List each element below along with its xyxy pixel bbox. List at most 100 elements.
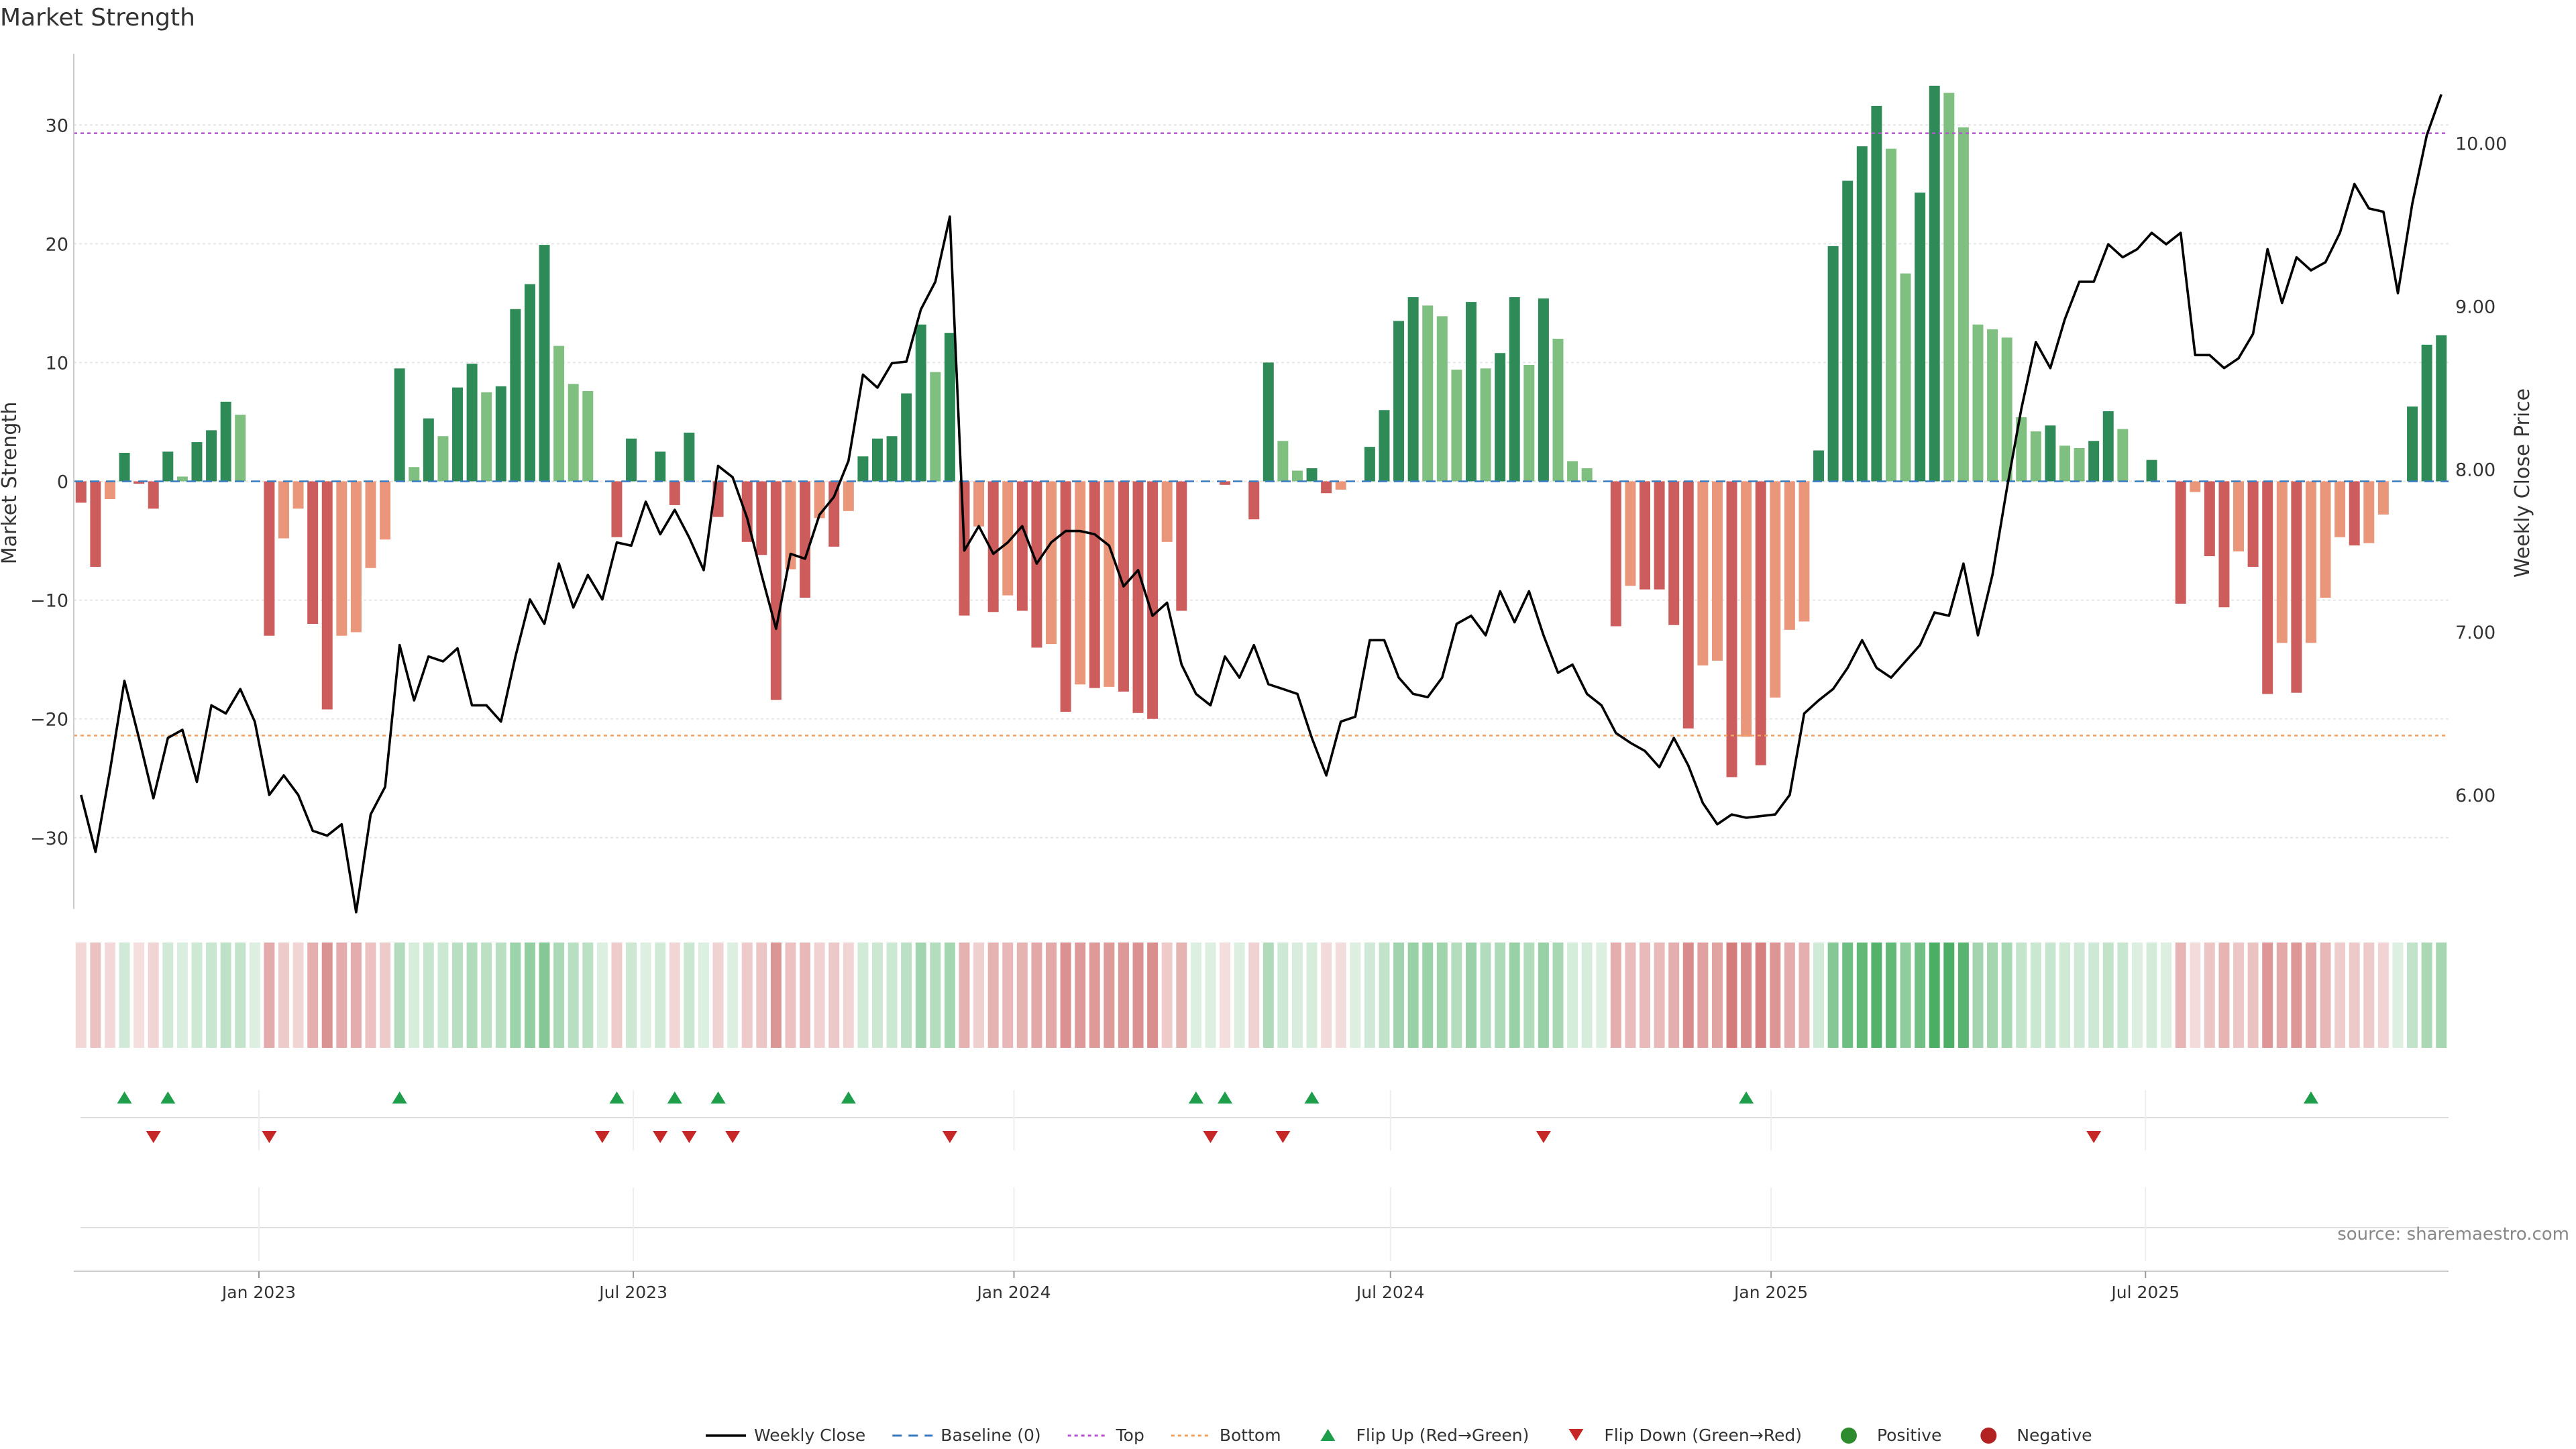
- heatstrip-cell: [1523, 943, 1535, 1048]
- heatstrip-cell: [1726, 943, 1737, 1048]
- heatstrip-cell: [1436, 943, 1448, 1048]
- heatstrip-cell: [1957, 943, 1969, 1048]
- heatstrip-cell: [655, 943, 666, 1048]
- strength-bar: [2059, 445, 2070, 482]
- heatstrip-cell: [1089, 943, 1100, 1048]
- heatstrip-cell: [1118, 943, 1129, 1048]
- heatstrip-cell: [2218, 943, 2230, 1048]
- strength-bar: [1885, 148, 1896, 482]
- strength-bar: [1277, 441, 1289, 482]
- strength-bar: [944, 333, 955, 482]
- strength-bar: [2016, 417, 2027, 482]
- left-tick-label: −30: [30, 828, 68, 849]
- flip-up-marker: [609, 1091, 625, 1104]
- heatstrip-cell: [495, 943, 506, 1048]
- strength-bar: [987, 481, 999, 612]
- heatstrip-cell: [162, 943, 174, 1048]
- strength-bar: [1567, 461, 1578, 482]
- strength-bar: [770, 481, 782, 700]
- heatstrip-cell: [1147, 943, 1159, 1048]
- heatstrip-cell: [2262, 943, 2273, 1048]
- heatstrip-cell: [1755, 943, 1766, 1048]
- strength-bar: [365, 481, 376, 568]
- strength-bar: [611, 481, 623, 537]
- strength-bar: [1523, 364, 1535, 482]
- strength-bar: [1711, 481, 1723, 661]
- heatstrip-cell: [1306, 943, 1318, 1048]
- heatstrip-cell: [220, 943, 231, 1048]
- strength-bar: [2190, 481, 2201, 492]
- heatstrip-cell: [292, 943, 304, 1048]
- heatstrip-cell: [1104, 943, 1115, 1048]
- heatstrip-cell: [437, 943, 449, 1048]
- axes: −30 −20 −10 0 10 20 30 6.00 7.00 8.00 9.00 10.00: [30, 54, 2507, 909]
- heatstrip-cell: [1176, 943, 1187, 1048]
- strength-bar: [2262, 481, 2273, 694]
- heatstrip-cell: [1654, 943, 1665, 1048]
- strength-bar: [292, 481, 304, 509]
- strength-bar: [2175, 481, 2186, 604]
- heatstrip-cell: [800, 943, 811, 1048]
- strength-bar: [1321, 481, 1332, 494]
- heatstrip-cell: [553, 943, 565, 1048]
- strength-bar: [626, 438, 637, 482]
- heatstrip-cell: [2276, 943, 2288, 1048]
- strength-bar: [2146, 460, 2157, 482]
- strength-bar: [828, 481, 840, 547]
- heatstrip-cell: [872, 943, 883, 1048]
- strength-bar: [1436, 316, 1448, 482]
- heatstrip-cell: [568, 943, 579, 1048]
- strength-bar: [409, 467, 420, 482]
- price-line-group: [80, 94, 2443, 914]
- strength-bar: [669, 481, 680, 505]
- heatstrip-cell: [539, 943, 550, 1048]
- date-tick-label: Jan 2024: [975, 1283, 1051, 1302]
- strength-bar: [1291, 470, 1303, 482]
- heatstrip-cell: [104, 943, 115, 1048]
- strength-bar: [2218, 481, 2230, 608]
- right-tick-label: 6.00: [2455, 786, 2496, 806]
- right-axis-label: Weekly Close Price: [2511, 388, 2534, 578]
- strength-bar: [2233, 481, 2244, 551]
- strength-bar: [1842, 180, 1854, 482]
- heatstrip-cell: [684, 943, 695, 1048]
- heatstrip-cell: [2001, 943, 2012, 1048]
- strength-bar: [973, 481, 985, 527]
- heatstrip-cell: [1335, 943, 1346, 1048]
- strength-bar: [452, 387, 463, 482]
- heatstrip-cell: [2334, 943, 2346, 1048]
- right-tick-label: 8.00: [2455, 460, 2496, 480]
- heatstrip-cell: [2407, 943, 2418, 1048]
- strength-bar: [655, 451, 666, 482]
- legend-marker-negative: [1980, 1428, 1997, 1444]
- strength-bar: [684, 432, 695, 482]
- heatstrip-cell: [1668, 943, 1680, 1048]
- heatstrip-cell: [1407, 943, 1419, 1048]
- flip-up-marker: [392, 1091, 407, 1104]
- strength-bar: [1306, 468, 1318, 482]
- heatstrip-cell: [1885, 943, 1896, 1048]
- heatstrip-cell: [1799, 943, 1810, 1048]
- heatstrip-cell: [1842, 943, 1854, 1048]
- strength-bar: [1581, 468, 1593, 482]
- date-tick-label: Jul 2023: [598, 1283, 667, 1302]
- strength-bar: [1957, 127, 1969, 482]
- strength-bar: [2349, 481, 2360, 546]
- heatstrip-cell: [1263, 943, 1274, 1048]
- date-axis: Jan 2023 Jul 2023 Jan 2024 Jul 2024 Jan 2025…: [74, 1090, 2449, 1302]
- heatstrip-cell: [959, 943, 970, 1048]
- heatstrip-cell: [1640, 943, 1650, 1048]
- strength-bar: [568, 384, 579, 482]
- heatstrip-cell: [1987, 943, 1998, 1048]
- heatstrip-cell: [1291, 943, 1303, 1048]
- strength-bar: [1393, 321, 1405, 482]
- legend-label: Flip Up (Red→Green): [1356, 1426, 1529, 1445]
- heatstrip-cell: [1220, 943, 1231, 1048]
- flip-up-marker: [710, 1091, 726, 1104]
- flip-down-marker: [594, 1131, 610, 1143]
- heatstrip-cell: [1943, 943, 1955, 1048]
- heatstrip-cell: [741, 943, 753, 1048]
- heatstrip-cell: [2016, 943, 2027, 1048]
- heatstrip-cell: [1321, 943, 1332, 1048]
- left-tick-label: 10: [46, 353, 68, 374]
